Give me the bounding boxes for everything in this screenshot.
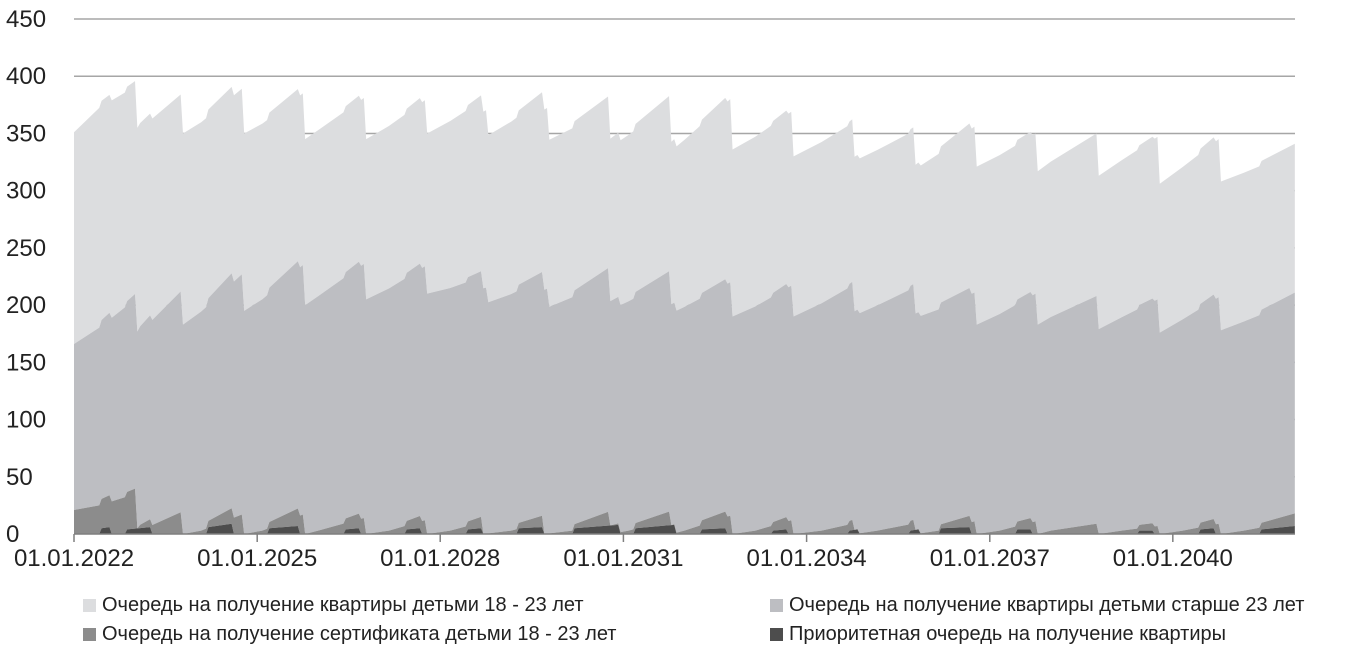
area-series: [74, 81, 1295, 345]
y-tick-label: 450: [6, 6, 46, 33]
area-series: [74, 261, 1295, 534]
y-tick-label: 50: [6, 464, 33, 491]
legend-swatch: [770, 599, 783, 612]
y-tick-label: 350: [6, 120, 46, 147]
y-tick-label: 150: [6, 349, 46, 376]
legend-item-priority: Приоритетная очередь на получение кварти…: [770, 623, 1226, 646]
y-tick-label: 0: [6, 521, 19, 548]
legend-swatch: [770, 628, 783, 641]
legend-swatch: [83, 628, 96, 641]
x-tick-label: 01.01.2031: [563, 545, 683, 572]
x-tick-label: 01.01.2034: [747, 545, 867, 572]
x-tick-label: 01.01.2025: [197, 545, 317, 572]
legend-label: Приоритетная очередь на получение кварти…: [789, 623, 1227, 645]
y-tick-label: 100: [6, 407, 46, 434]
x-tick-label: 01.01.2037: [930, 545, 1050, 572]
legend-label: Очередь на получение сертификата детьми …: [102, 623, 617, 645]
y-tick-label: 250: [6, 235, 46, 262]
legend-label: Очередь на получение квартиры детьми 18 …: [102, 594, 584, 616]
legend: Очередь на получение квартиры детьми 18 …: [0, 592, 1366, 652]
y-tick-label: 400: [6, 63, 46, 90]
y-tick-label: 300: [6, 178, 46, 205]
legend-item-18-23-certificate: Очередь на получение сертификата детьми …: [83, 623, 616, 646]
legend-swatch: [83, 599, 96, 612]
y-tick-label: 200: [6, 292, 46, 319]
legend-item-over-23-apartment: Очередь на получение квартиры детьми ста…: [770, 594, 1304, 617]
legend-item-18-23-apartment: Очередь на получение квартиры детьми 18 …: [83, 594, 584, 617]
x-tick-label: 01.01.2022: [14, 545, 134, 572]
x-tick-label: 01.01.2040: [1113, 545, 1233, 572]
x-tick-label: 01.01.2028: [380, 545, 500, 572]
legend-label: Очередь на получение квартиры детьми ста…: [789, 594, 1305, 616]
stacked-area-chart: 0 50 100 150 200 250 300 350 400 450 01.01.2022 01.…: [6, 6, 1295, 572]
